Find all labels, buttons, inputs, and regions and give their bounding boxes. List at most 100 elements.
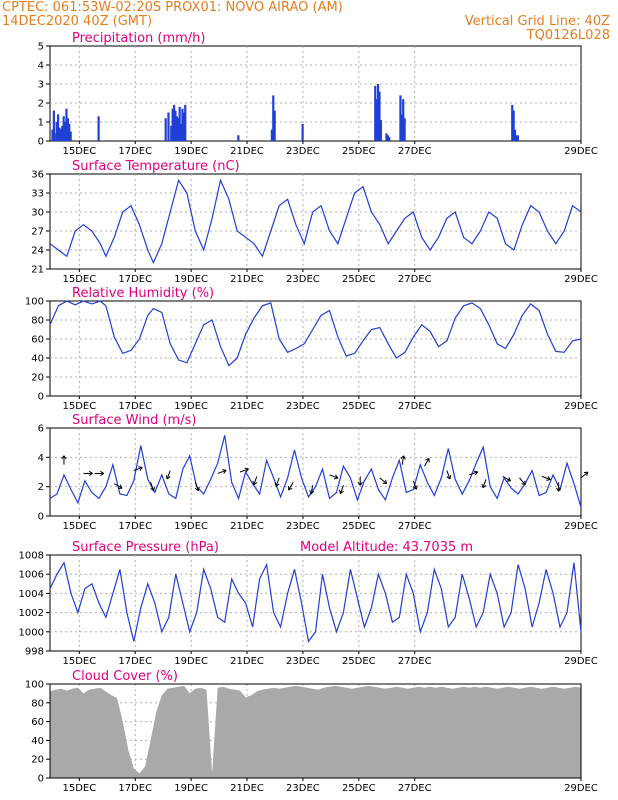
wind-arrow [165,470,171,480]
x-tick-label: 17DEC [118,783,152,794]
x-tick-label: 29DEC [564,656,598,667]
x-tick-label: 23DEC [286,401,320,412]
wind-arrow-shaft [502,475,511,482]
header-station-line: CPTEC: 061:53W-02:20S PROX01: NOVO AIRAO… [2,0,343,15]
wind-arrow-shaft [580,471,589,479]
wind-arrow-head [449,474,452,480]
wind-arrow [329,474,339,480]
x-tick-label: 17DEC [118,146,152,157]
y-tick-label: 80 [31,698,44,709]
wind-arrow-head [473,470,478,473]
x-tick-label: 15DEC [62,401,96,412]
series-line-humidity [49,300,582,367]
x-tick-label: 21DEC [230,656,264,667]
wind-arrow-head [340,490,344,495]
y-tick-label: 3 [38,80,44,91]
y-tick-label: 1002 [19,608,44,619]
x-tick-label: 29DEC [564,783,598,794]
x-tick-label: 25DEC [342,146,376,157]
panel-frame [49,300,582,397]
x-tick-label: 19DEC [174,146,208,157]
series-line-wind [49,435,582,508]
precip-bar [66,118,69,141]
x-tick-label: 17DEC [118,401,152,412]
wind-arrow-head [586,471,589,477]
precip-bar [68,123,71,141]
panel-annotation: Model Altitude: 43.7035 m [300,540,473,555]
precip-bar [175,116,178,141]
x-tick-label: 15DEC [62,783,96,794]
y-tick-label: 60 [31,335,44,346]
x-tick-label: 23DEC [286,656,320,667]
wind-arrow-head [415,485,418,490]
precip-bar [171,108,174,141]
wind-arrow-head [244,467,249,470]
precip-bar [51,129,54,141]
y-tick-label: 30 [31,208,44,219]
precip-bar [272,95,275,141]
y-tick-label: 33 [31,189,44,200]
panel-humidity: 0 20 40 60 80 100 15DEC 17DEC 19DEC 21DEC 23DEC 25D… [25,286,598,412]
wind-arrow-head [222,469,227,471]
wind-arrow-head [446,476,451,480]
series-line-pressure [49,561,582,643]
y-tick-label: 0 [38,774,44,785]
precip-bar [399,95,402,141]
x-tick-label: 21DEC [230,274,264,285]
y-tick-label: 40 [31,736,44,747]
wind-arrow [556,482,562,492]
panel-pressure: 998 1000 1002 1004 1006 1008 15DEC 17DEC 19DEC 21… [19,540,598,667]
wind-arrow-head [508,477,511,482]
precip-bar [69,131,72,141]
wind-arrow-shaft [114,483,123,489]
precip-bar [184,104,187,141]
x-tick-label: 21DEC [230,521,264,532]
wind-arrow-shaft [194,482,199,491]
y-tick-label: 5 [38,42,44,53]
wind-arrow [274,477,280,487]
x-tick-label: 15DEC [62,146,96,157]
precip-bar [374,85,377,141]
wind-arrow-shaft [424,458,430,467]
y-tick-label: 1 [38,118,44,129]
precip-bar [58,127,61,141]
cloud-cover-area [50,685,581,778]
wind-arrow-head [556,487,560,492]
precip-bar [515,135,518,141]
y-tick-label: 24 [31,246,44,257]
wind-arrow [446,470,452,480]
wind-arrow-head [310,490,315,495]
wind-arrow-shaft [469,471,478,476]
y-tick-label: 1006 [19,570,44,581]
precip-bar [65,108,68,141]
wind-arrow [239,467,249,473]
y-tick-label: 21 [31,265,44,276]
wind-arrow-head [165,474,168,480]
x-tick-label: 15DEC [62,274,96,285]
precip-bar [375,99,378,141]
wind-arrow [519,477,526,486]
panel-title: Relative Humidity (%) [72,286,214,301]
y-tick-label: 1000 [19,627,44,638]
wind-arrow-head [88,473,93,477]
y-tick-label: 0 [38,392,44,403]
precip-bar [511,104,514,141]
precip-bar [386,135,389,141]
wind-arrow-head [474,471,479,476]
wind-arrow-shaft [401,455,405,465]
wind-arrow-head [546,478,551,481]
y-tick-label: 2 [38,482,44,493]
wind-arrow-shaft [275,477,280,487]
series-line-temperature [49,178,582,265]
precip-bar [53,133,56,141]
precip-bar [61,125,64,141]
wind-arrow [502,475,511,482]
x-tick-label: 17DEC [118,521,152,532]
x-tick-label: 19DEC [174,521,208,532]
wind-arrow-shaft [329,474,339,479]
wind-arrow [252,476,258,486]
wind-arrow-head [274,482,277,487]
x-tick-label: 27DEC [398,401,432,412]
y-tick-label: 80 [31,316,44,327]
panel-title: Surface Wind (m/s) [72,413,196,428]
